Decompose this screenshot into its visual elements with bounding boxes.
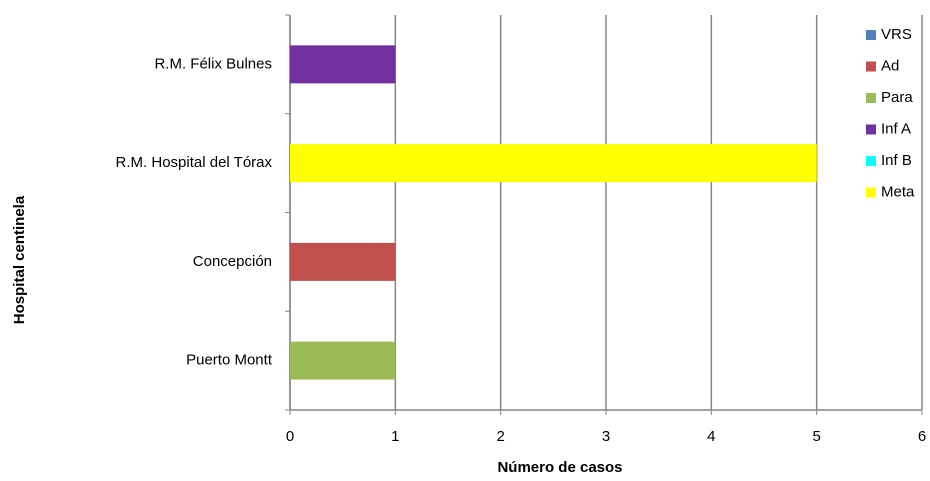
bar — [290, 144, 817, 183]
x-tick-label: 5 — [812, 428, 820, 445]
y-tick-label: R.M. Félix Bulnes — [154, 55, 272, 72]
bar — [290, 242, 396, 281]
legend-label: VRS — [881, 26, 912, 43]
bar — [290, 45, 396, 84]
bar — [290, 341, 396, 380]
y-tick-label: R.M. Hospital del Tórax — [116, 154, 273, 171]
legend-swatch — [866, 187, 876, 198]
legend-label: Ad — [881, 57, 899, 74]
y-axis-title: Hospital centinela — [11, 195, 28, 324]
legend-label: Inf B — [881, 152, 912, 169]
legend-swatch — [866, 124, 876, 135]
legend-swatch — [866, 156, 876, 166]
x-tick-label: 2 — [496, 428, 504, 445]
x-tick-label: 3 — [602, 428, 610, 445]
legend-swatch — [866, 93, 876, 103]
x-axis-title: Número de casos — [497, 459, 622, 476]
legend-label: Inf A — [881, 120, 911, 137]
y-tick-label: Puerto Montt — [186, 352, 273, 369]
legend-swatch — [866, 30, 876, 40]
x-tick-label: 4 — [707, 428, 715, 445]
y-tick-label: Concepción — [193, 253, 272, 270]
x-tick-label: 1 — [391, 428, 399, 445]
legend-label: Meta — [881, 183, 915, 200]
x-tick-label: 0 — [286, 428, 294, 445]
legend-swatch — [866, 61, 876, 72]
x-tick-label: 6 — [918, 428, 926, 445]
legend-label: Para — [881, 89, 913, 106]
